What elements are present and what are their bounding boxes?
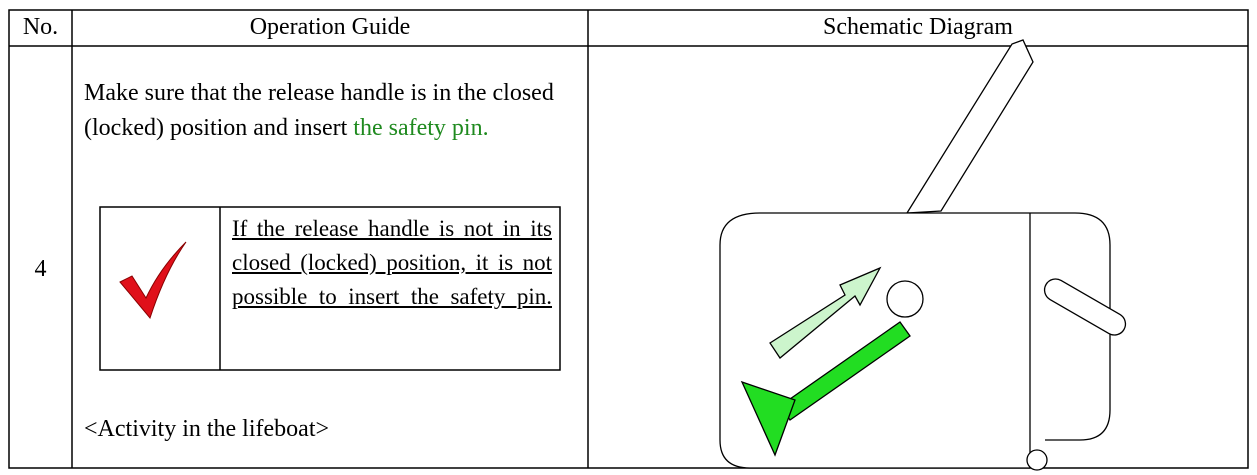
note-text: If the release handle is not in its clos… — [232, 216, 552, 309]
activity-text: <Activity in the lifeboat> — [84, 416, 330, 442]
schematic-diagram — [719, 39, 1127, 471]
instruction-text: Make sure that the release handle is in … — [84, 80, 554, 141]
checkmark-icon — [119, 241, 187, 320]
header-no: No. — [22, 14, 59, 40]
table-borders — [8, 9, 1249, 469]
highlight-text: the safety pin. — [353, 115, 489, 141]
row-number: 4 — [34, 256, 47, 282]
header-guide: Operation Guide — [249, 14, 411, 40]
header-diagram: Schematic Diagram — [823, 14, 1013, 40]
instruction: Make sure that the release handle is in … — [84, 76, 584, 146]
